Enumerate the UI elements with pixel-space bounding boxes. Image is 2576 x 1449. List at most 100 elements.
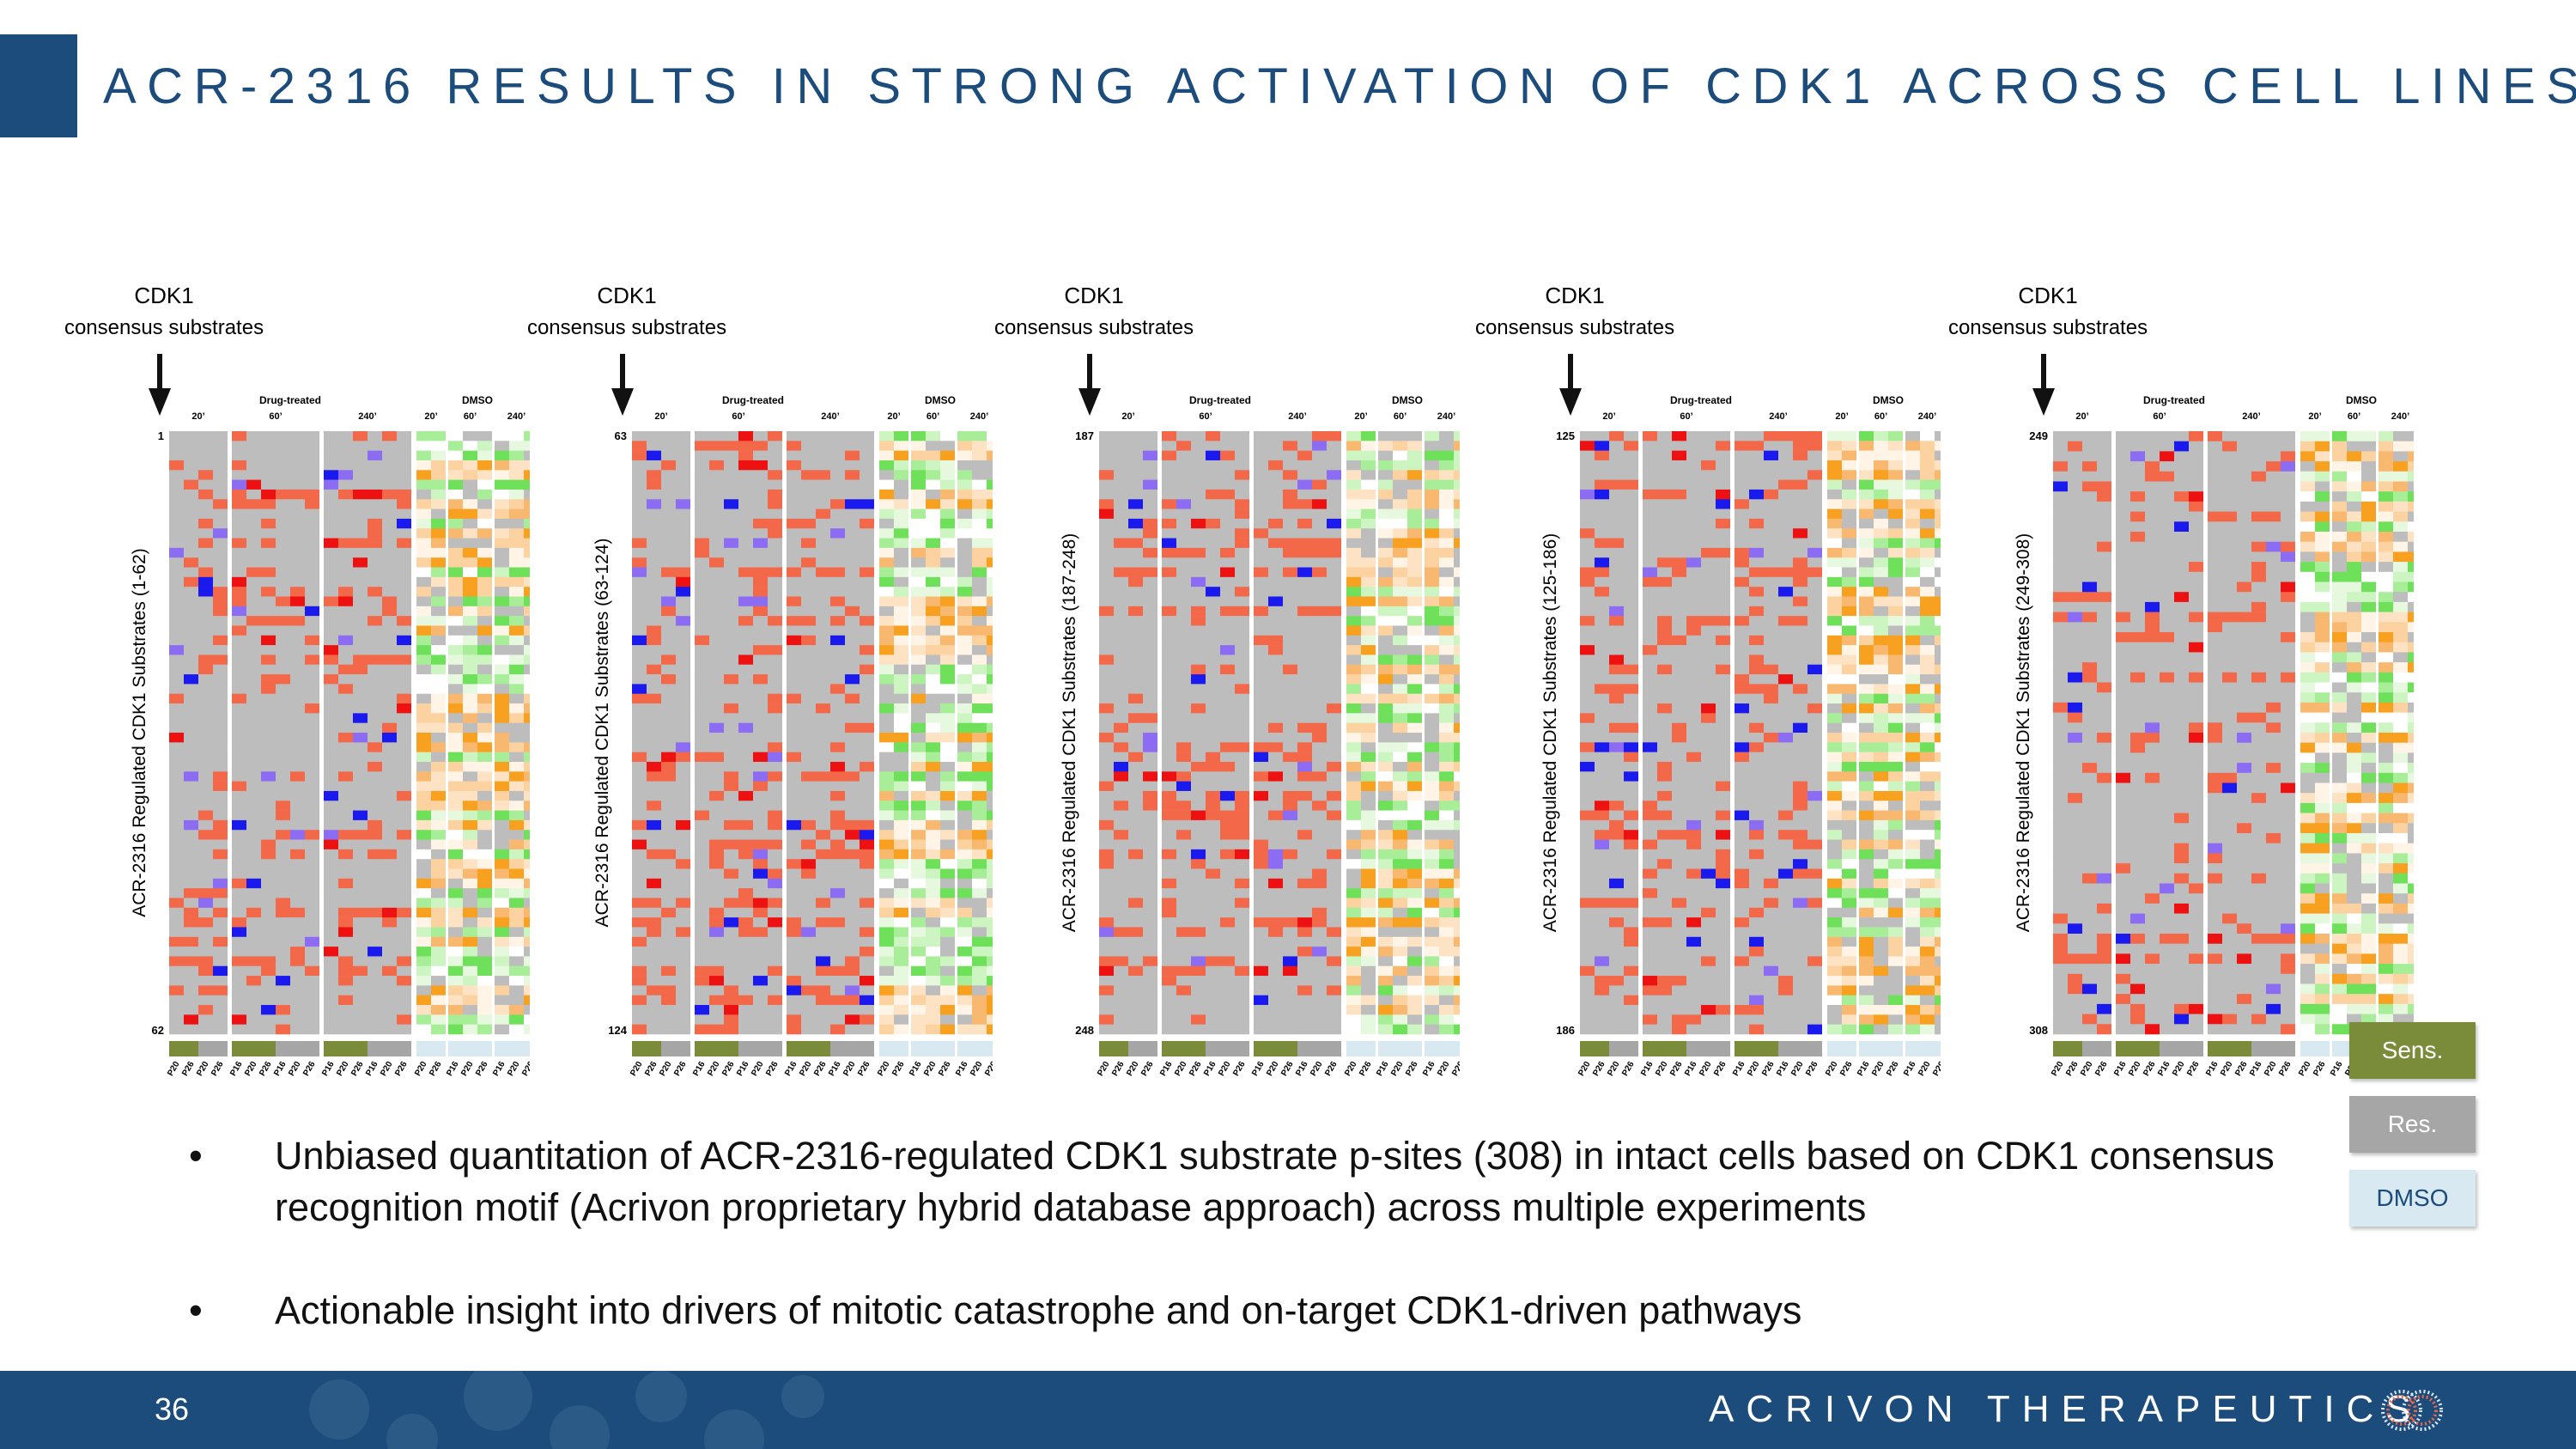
heatmap-cell <box>338 518 353 529</box>
heatmap-cell <box>1609 460 1624 471</box>
heatmap-cell <box>911 1014 926 1025</box>
heatmap-cell <box>1859 508 1874 520</box>
heatmap-cell <box>1268 907 1283 918</box>
heatmap-cell <box>1254 664 1268 675</box>
heatmap-cell <box>816 1005 830 1015</box>
heatmap-cell <box>1312 761 1327 772</box>
heatmap-cell <box>1235 654 1249 666</box>
heatmap-cell <box>787 470 801 480</box>
heatmap-cell <box>213 878 228 889</box>
heatmap-cell <box>1425 489 1439 500</box>
heatmap-cell <box>1162 431 1176 441</box>
heatmap-cell <box>1099 479 1114 490</box>
heatmap-cell <box>1254 674 1268 685</box>
heatmap-cell <box>368 625 382 636</box>
heatmap-cell <box>276 684 290 695</box>
heatmap-cell <box>169 508 184 520</box>
heatmap-cell <box>290 771 305 782</box>
heatmap-cell <box>830 538 845 549</box>
heatmap-cell <box>353 606 368 617</box>
heatmap-cell <box>1361 587 1376 597</box>
heatmap-cell <box>448 985 463 996</box>
heatmap-cell <box>879 801 894 811</box>
heatmap-cell <box>368 1005 382 1015</box>
heatmap-cell <box>338 849 353 860</box>
heatmap-cell <box>524 596 530 607</box>
heatmap-cell <box>397 489 411 500</box>
heatmap-cell <box>1378 1024 1393 1035</box>
heatmap-cell <box>1114 528 1128 539</box>
heatmap-cell <box>724 499 738 509</box>
heatmap-cell <box>305 733 319 743</box>
heatmap-cell <box>198 567 213 578</box>
heatmap-cell <box>1312 645 1327 655</box>
heatmap-cell <box>1143 625 1157 636</box>
group-bar <box>1128 1041 1143 1056</box>
heatmap-cell <box>416 849 431 860</box>
heatmap-cell <box>324 868 338 880</box>
heatmap-cell <box>1220 1024 1235 1035</box>
heatmap-cell <box>1254 976 1268 986</box>
heatmap-cell <box>1378 460 1393 471</box>
column-label: P20 <box>841 1060 858 1078</box>
heatmap-cell <box>1378 898 1393 909</box>
heatmap-cell <box>695 508 709 520</box>
heatmap-cell <box>477 868 492 880</box>
heatmap-cell <box>1254 956 1268 967</box>
heatmap-cell <box>801 616 816 626</box>
heatmap-cell <box>676 567 690 578</box>
heatmap-cell <box>382 742 397 752</box>
heatmap-cell <box>368 849 382 860</box>
heatmap-cell <box>940 878 955 889</box>
heatmap-cell <box>477 431 492 441</box>
heatmap-cell <box>845 947 860 957</box>
heatmap-cell <box>879 985 894 996</box>
heatmap-cell <box>816 742 830 752</box>
heatmap-cell <box>1176 752 1191 763</box>
heatmap-cell <box>724 956 738 967</box>
heatmap-cell <box>801 674 816 685</box>
heatmap-cell <box>338 733 353 743</box>
heatmap-cell <box>382 684 397 695</box>
heatmap-cell <box>1162 947 1176 957</box>
heatmap-cell <box>495 790 509 801</box>
heatmap-cell <box>845 557 860 568</box>
heatmap-cell <box>305 518 319 529</box>
heatmap-cell <box>647 587 661 597</box>
heatmap-cell <box>232 635 246 646</box>
heatmap-cell <box>1749 470 1764 480</box>
heatmap-cell <box>213 528 228 539</box>
heatmap-cell <box>787 927 801 938</box>
heatmap-cell <box>1254 752 1268 763</box>
heatmap-cell <box>972 518 987 529</box>
heatmap-cell <box>261 606 276 617</box>
heatmap-cell <box>276 752 290 763</box>
heatmap-cell <box>1346 450 1361 461</box>
heatmap-cell <box>184 752 198 763</box>
heatmap-cell <box>353 654 368 666</box>
heatmap-cell <box>1128 538 1143 549</box>
heatmap-cell <box>1361 596 1376 607</box>
heatmap-cell <box>1778 508 1793 520</box>
heatmap-cell <box>647 771 661 782</box>
heatmap-cell <box>768 1005 782 1015</box>
heatmap-cell <box>709 450 724 461</box>
heatmap-cell <box>448 742 463 752</box>
heatmap-cell <box>495 499 509 509</box>
heatmap-cell <box>1176 547 1191 558</box>
heatmap-cell <box>324 742 338 752</box>
heatmap-cell <box>1268 917 1283 928</box>
heatmap-cell <box>830 771 845 782</box>
heatmap-cell <box>1393 616 1407 626</box>
heatmap-cell <box>198 460 213 471</box>
heatmap-cell <box>1624 528 1638 539</box>
heatmap-cell <box>1312 927 1327 938</box>
heatmap-cell <box>290 654 305 666</box>
heatmap-cell <box>1176 790 1191 801</box>
heatmap-cell <box>926 518 940 529</box>
heatmap-cell <box>184 898 198 909</box>
heatmap-cell <box>509 878 524 889</box>
heatmap-cell <box>1235 674 1249 685</box>
heatmap-cell <box>261 499 276 509</box>
heatmap-cell <box>1297 606 1312 617</box>
